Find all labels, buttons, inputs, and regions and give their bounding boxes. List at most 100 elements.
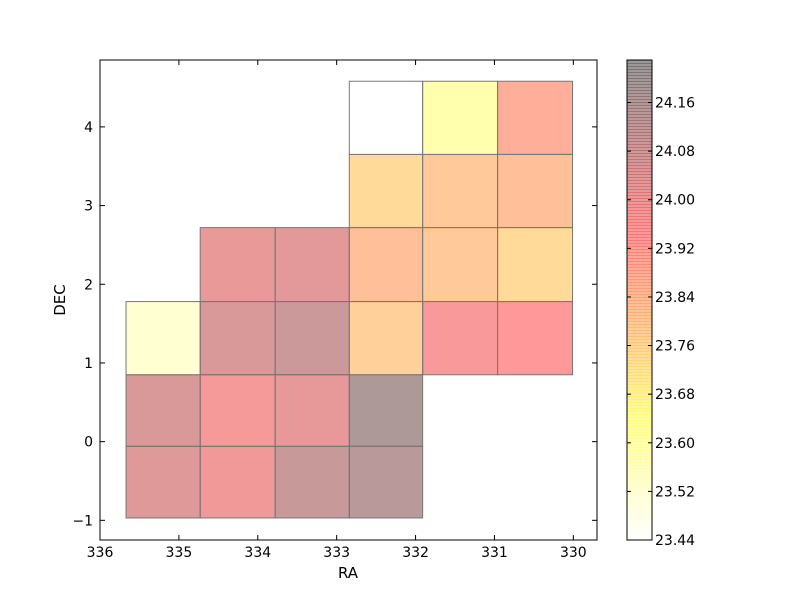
colorbar-band bbox=[627, 387, 652, 391]
colorbar-band bbox=[627, 105, 652, 109]
colorbar-band bbox=[627, 423, 652, 427]
colorbar-band bbox=[627, 252, 652, 256]
y-axis-ticks: −1 0 1 2 3 4 bbox=[72, 120, 597, 529]
colorbar-band bbox=[627, 66, 652, 70]
colorbar-band bbox=[627, 183, 652, 187]
colorbar-band bbox=[627, 321, 652, 325]
colorbar-band bbox=[627, 354, 652, 358]
colorbar-band bbox=[627, 186, 652, 190]
colorbar-band bbox=[627, 399, 652, 403]
heatmap-cell-13 bbox=[348, 301, 424, 376]
y-tick-label: 1 bbox=[84, 356, 93, 372]
colorbar-band bbox=[627, 204, 652, 208]
colorbar-band bbox=[627, 99, 652, 103]
colorbar-band bbox=[627, 462, 652, 466]
colorbar-band bbox=[627, 348, 652, 352]
colorbar-band bbox=[627, 180, 652, 184]
colorbar-band bbox=[627, 336, 652, 340]
colorbar-band bbox=[627, 360, 652, 364]
colorbar-background bbox=[627, 60, 652, 540]
colorbar-band bbox=[627, 312, 652, 316]
colorbar-band bbox=[627, 513, 652, 517]
colorbar-band bbox=[627, 504, 652, 508]
colorbar-band bbox=[627, 390, 652, 394]
colorbar-tick-label: 23.52 bbox=[655, 484, 695, 500]
colorbar-tick-label: 24.16 bbox=[655, 96, 695, 112]
colorbar-band bbox=[627, 69, 652, 73]
colorbar-band bbox=[627, 102, 652, 106]
heatmap-cell-3 bbox=[199, 445, 276, 519]
heatmap-cells bbox=[125, 80, 574, 519]
colorbar-band bbox=[627, 75, 652, 79]
colorbar-band bbox=[627, 393, 652, 397]
colorbar-band bbox=[627, 519, 652, 523]
colorbar-band bbox=[627, 150, 652, 154]
colorbar-band bbox=[627, 414, 652, 418]
heatmap-cell-4 bbox=[199, 374, 276, 447]
colorbar-band bbox=[627, 72, 652, 76]
colorbar-band bbox=[627, 219, 652, 223]
colorbar-band bbox=[627, 294, 652, 298]
colorbar-band bbox=[627, 78, 652, 82]
colorbar-band bbox=[627, 279, 652, 283]
colorbar-band bbox=[627, 345, 652, 349]
colorbar-band bbox=[627, 171, 652, 175]
colorbar-band bbox=[627, 156, 652, 160]
colorbar-tick-label: 24.00 bbox=[655, 193, 695, 209]
colorbar-band bbox=[627, 288, 652, 292]
colorbar-band bbox=[627, 249, 652, 253]
colorbar-band bbox=[627, 330, 652, 334]
colorbar-band bbox=[627, 309, 652, 313]
colorbar-band bbox=[627, 168, 652, 172]
colorbar-band bbox=[627, 465, 652, 469]
colorbar-band bbox=[627, 237, 652, 241]
colorbar-band bbox=[627, 138, 652, 142]
colorbar-band bbox=[627, 381, 652, 385]
colorbar-band bbox=[627, 195, 652, 199]
heatmap-cell-17 bbox=[422, 301, 499, 376]
colorbar-band bbox=[627, 426, 652, 430]
colorbar-band bbox=[627, 531, 652, 535]
colorbar-band bbox=[627, 255, 652, 259]
x-tick-label: 330 bbox=[560, 545, 587, 561]
colorbar-band bbox=[627, 480, 652, 484]
colorbar-band bbox=[627, 318, 652, 322]
colorbar-tick-label: 23.60 bbox=[655, 436, 695, 452]
colorbar-band bbox=[627, 339, 652, 343]
colorbar-band bbox=[627, 396, 652, 400]
heatmap-cell-6 bbox=[199, 227, 276, 303]
heatmap-cell-11 bbox=[348, 445, 424, 519]
heatmap-cell-23 bbox=[497, 153, 574, 229]
x-axis-ticks: 336 335 334 333 332 331 330 bbox=[87, 60, 587, 561]
colorbar-band bbox=[627, 525, 652, 529]
colorbar-band bbox=[627, 375, 652, 379]
colorbar-band bbox=[627, 282, 652, 286]
colorbar-band bbox=[627, 234, 652, 238]
colorbar-frame bbox=[626, 59, 653, 541]
colorbar-band bbox=[627, 132, 652, 136]
colorbar-band bbox=[627, 501, 652, 505]
colorbar-band bbox=[627, 372, 652, 376]
colorbar-band bbox=[627, 444, 652, 448]
colorbar-band bbox=[627, 510, 652, 514]
colorbar-band bbox=[627, 366, 652, 370]
colorbar-tick-label: 23.92 bbox=[655, 241, 695, 257]
colorbar-band bbox=[627, 303, 652, 307]
colorbar-band bbox=[627, 129, 652, 133]
heatmap-cell-18 bbox=[422, 227, 499, 303]
colorbar-band bbox=[627, 327, 652, 331]
colorbar-band bbox=[627, 162, 652, 166]
colorbar-band bbox=[627, 450, 652, 454]
heatmap-cell-8 bbox=[274, 374, 350, 447]
colorbar-band bbox=[627, 411, 652, 415]
colorbar-band bbox=[627, 378, 652, 382]
colorbar-band bbox=[627, 144, 652, 148]
y-tick-label: 0 bbox=[84, 435, 93, 451]
colorbar-band bbox=[627, 90, 652, 94]
colorbar-band bbox=[627, 153, 652, 157]
colorbar-band bbox=[627, 459, 652, 463]
colorbar-band bbox=[627, 84, 652, 88]
colorbar-band bbox=[627, 114, 652, 118]
colorbar-band bbox=[627, 258, 652, 262]
